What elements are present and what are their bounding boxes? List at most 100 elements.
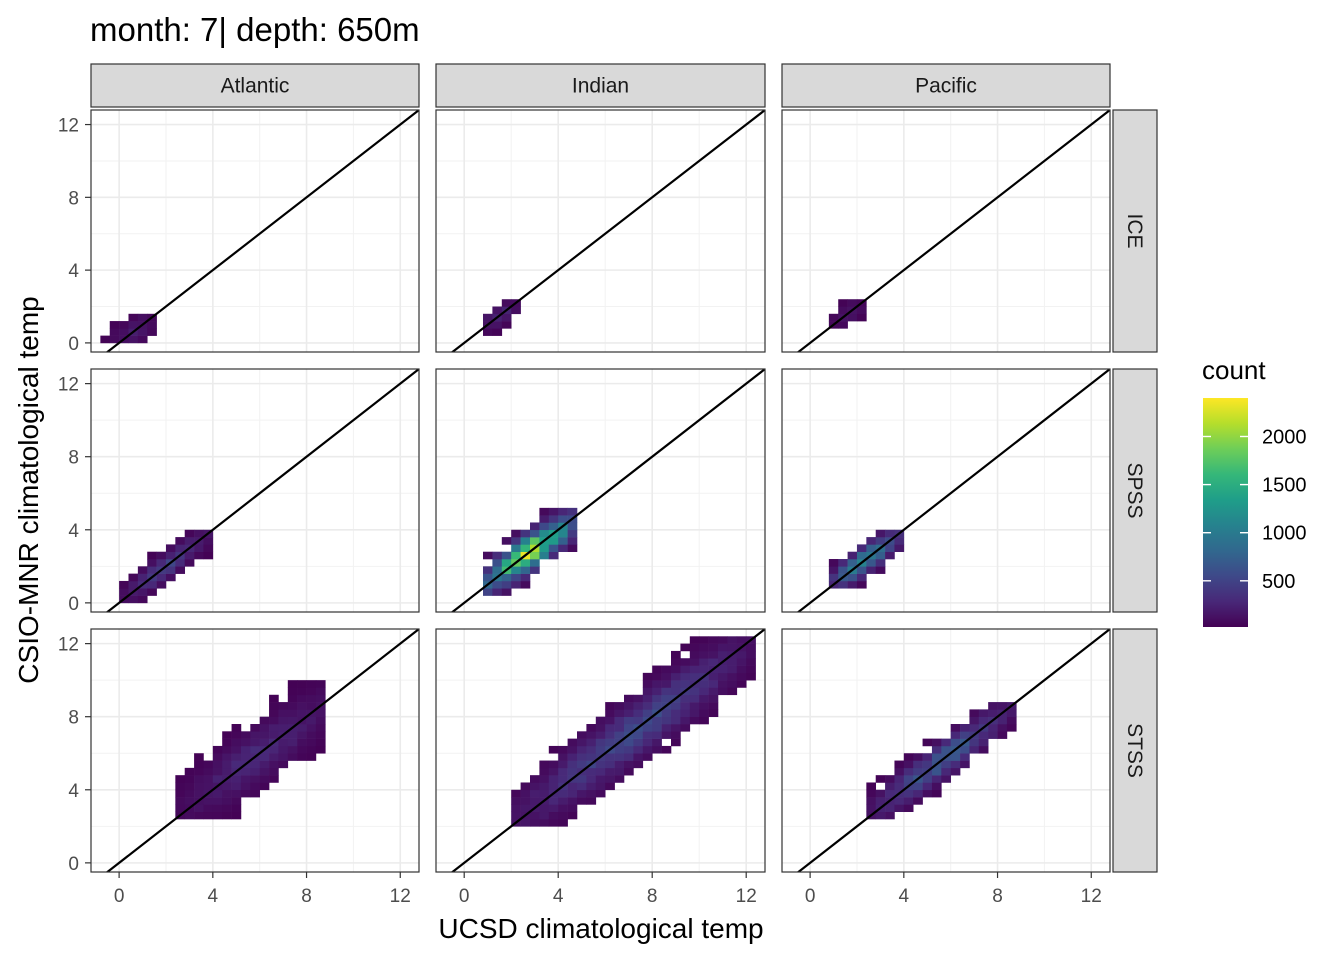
heatmap-tile xyxy=(558,515,568,523)
heatmap-tile xyxy=(614,716,625,725)
heatmap-tile xyxy=(297,753,307,761)
heatmap-tile xyxy=(194,789,204,798)
heatmap-tile xyxy=(875,811,886,820)
legend-title: count xyxy=(1202,355,1266,385)
heatmap-tile xyxy=(175,559,186,567)
heatmap-tile xyxy=(501,537,512,545)
heatmap-tile xyxy=(633,716,644,725)
heatmap-tile xyxy=(501,321,512,329)
heatmap-tile xyxy=(119,321,129,329)
heatmap-tile xyxy=(727,680,738,688)
heatmap-tile xyxy=(885,544,895,553)
heatmap-tile xyxy=(184,775,195,783)
heatmap-tile xyxy=(539,767,550,776)
heatmap-tile xyxy=(194,811,204,820)
heatmap-tile xyxy=(727,687,738,696)
heatmap-tile xyxy=(913,789,923,798)
heatmap-tile xyxy=(539,819,550,827)
panel-atlantic-spss: 0 4 8 12 xyxy=(58,368,420,615)
heatmap-tile xyxy=(175,804,186,813)
heatmap-tile xyxy=(997,716,1008,725)
heatmap-tile xyxy=(128,313,139,322)
heatmap-tile xyxy=(736,665,747,674)
heatmap-tile xyxy=(931,767,942,776)
heatmap-tile xyxy=(624,760,634,769)
heatmap-tile xyxy=(501,551,512,560)
heatmap-tile xyxy=(315,738,326,747)
heatmap-tile xyxy=(165,573,176,582)
heatmap-tile xyxy=(147,566,157,574)
heatmap-tile xyxy=(269,709,279,717)
heatmap-tile xyxy=(483,551,493,560)
heatmap-tile xyxy=(689,650,700,659)
heatmap-tile xyxy=(492,321,503,329)
heatmap-tile xyxy=(838,306,848,315)
heatmap-tile xyxy=(567,537,578,545)
panel-pacific-stss: 0 4 8 12 xyxy=(781,628,1111,907)
heatmap-tile xyxy=(885,782,895,791)
heatmap-tile xyxy=(652,745,662,754)
heatmap-tile xyxy=(315,709,326,717)
heatmap-tile xyxy=(736,650,747,659)
heatmap-tile xyxy=(520,559,531,567)
heatmap-tile xyxy=(184,789,195,798)
heatmap-tile xyxy=(856,313,867,322)
heatmap-tile xyxy=(119,580,129,589)
heatmap-tile xyxy=(661,672,672,681)
heatmap-tile xyxy=(856,580,867,589)
heatmap-tile xyxy=(950,760,961,769)
heatmap-tile xyxy=(642,694,653,703)
heatmap-tile xyxy=(671,658,681,666)
heatmap-tile xyxy=(586,782,597,791)
heatmap-tile xyxy=(969,738,980,747)
heatmap-tile xyxy=(652,724,662,732)
heatmap-tile xyxy=(950,738,961,747)
y-tick-label: 8 xyxy=(68,708,79,729)
heatmap-tile xyxy=(184,551,195,560)
heatmap-tile xyxy=(278,709,289,717)
heatmap-tile xyxy=(875,537,886,545)
heatmap-tile xyxy=(269,775,279,783)
heatmap-tile xyxy=(530,782,540,791)
heatmap-tile xyxy=(511,544,521,553)
heatmap-tile xyxy=(856,544,867,553)
facet-panels: Atlantic Indian Pacific ICE SPSS STSS 0 4 8 12 0 4 8… xyxy=(58,63,1158,907)
heatmap-tile xyxy=(530,537,540,545)
heatmap-tile xyxy=(642,731,653,739)
heatmap-tile xyxy=(269,694,279,703)
heatmap-tile xyxy=(184,811,195,820)
heatmap-tile xyxy=(297,702,307,710)
panel-atlantic-stss: 0 4 8 12 0 4 8 12 xyxy=(58,628,420,907)
y-tick-label: 8 xyxy=(68,448,79,469)
heatmap-tile xyxy=(548,797,559,805)
heatmap-tile xyxy=(212,760,223,769)
heatmap-tile xyxy=(624,694,634,703)
heatmap-tile xyxy=(671,731,681,739)
heatmap-tile xyxy=(250,731,260,739)
heatmap-tile xyxy=(746,650,756,659)
heatmap-tile xyxy=(511,804,521,813)
identity-line xyxy=(450,369,765,612)
panel-border xyxy=(781,368,1111,613)
heatmap-tile xyxy=(931,745,942,754)
heatmap-tile xyxy=(652,672,662,681)
heatmap-tile xyxy=(287,709,298,717)
heatmap-tile xyxy=(175,797,186,805)
heatmap-tile xyxy=(194,775,204,783)
heatmap-tile xyxy=(194,760,204,769)
heatmap-tile xyxy=(548,811,559,820)
heatmap-tile xyxy=(558,804,568,813)
heatmap-tile xyxy=(222,789,232,798)
heatmap-tile xyxy=(894,760,905,769)
heatmap-tile xyxy=(866,566,877,574)
heatmap-tile xyxy=(492,566,503,574)
heatmap-tile xyxy=(558,797,568,805)
heatmap-tile xyxy=(269,760,279,769)
heatmap-tile xyxy=(548,551,559,560)
heatmap-tile xyxy=(586,789,597,798)
heatmap-tile xyxy=(492,551,503,560)
heatmap-tile xyxy=(708,650,719,659)
heatmap-tile xyxy=(624,709,634,717)
heatmap-tile xyxy=(483,313,493,322)
heatmap-tile xyxy=(633,760,644,769)
